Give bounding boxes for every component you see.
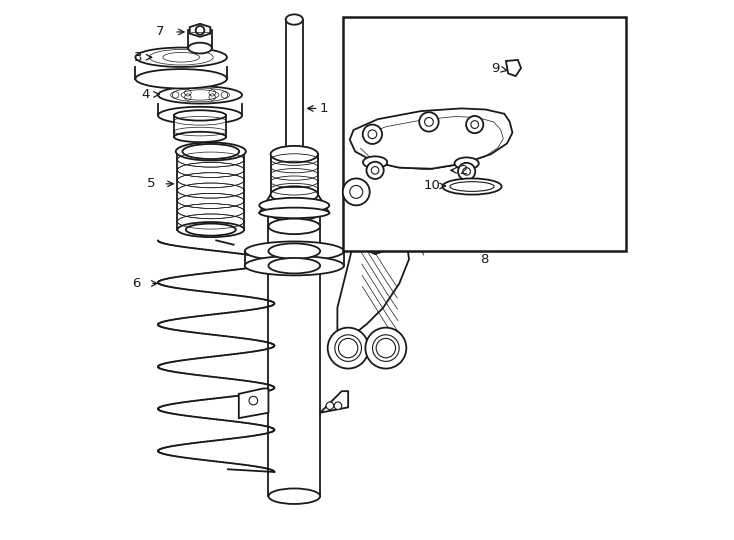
Circle shape	[363, 125, 382, 144]
Circle shape	[196, 26, 204, 35]
Circle shape	[327, 328, 368, 369]
Ellipse shape	[158, 107, 242, 124]
Ellipse shape	[443, 178, 501, 194]
Text: 1: 1	[320, 102, 328, 115]
Polygon shape	[350, 109, 512, 168]
Ellipse shape	[188, 43, 212, 53]
Circle shape	[334, 402, 342, 409]
Circle shape	[376, 220, 388, 233]
Ellipse shape	[269, 489, 320, 504]
Circle shape	[362, 159, 381, 178]
Circle shape	[466, 116, 484, 133]
Polygon shape	[239, 388, 269, 418]
Bar	[271, 154, 318, 194]
Ellipse shape	[135, 48, 227, 67]
Circle shape	[376, 339, 396, 358]
Ellipse shape	[174, 110, 226, 120]
Text: 2: 2	[459, 164, 468, 177]
Ellipse shape	[158, 86, 242, 104]
Ellipse shape	[269, 244, 320, 259]
Ellipse shape	[259, 198, 330, 213]
Circle shape	[366, 162, 384, 179]
Bar	[178, 152, 244, 230]
Ellipse shape	[175, 143, 246, 160]
Text: 9: 9	[491, 62, 499, 75]
Ellipse shape	[269, 205, 320, 221]
Ellipse shape	[135, 69, 227, 89]
Polygon shape	[320, 391, 348, 413]
Text: 10: 10	[424, 179, 440, 192]
Circle shape	[424, 118, 433, 126]
Ellipse shape	[186, 224, 236, 235]
Ellipse shape	[269, 258, 320, 273]
Circle shape	[338, 339, 358, 358]
Circle shape	[343, 178, 370, 205]
Circle shape	[373, 335, 399, 361]
Text: 5: 5	[148, 177, 156, 190]
Circle shape	[350, 185, 363, 198]
Circle shape	[463, 167, 470, 175]
Circle shape	[249, 396, 258, 405]
Text: 6: 6	[132, 277, 141, 290]
Ellipse shape	[259, 207, 330, 218]
Ellipse shape	[271, 186, 318, 203]
Bar	[286, 19, 303, 154]
Ellipse shape	[454, 158, 479, 169]
Circle shape	[437, 167, 446, 177]
Circle shape	[432, 163, 451, 181]
Text: 8: 8	[480, 253, 489, 266]
Circle shape	[367, 164, 376, 173]
Polygon shape	[190, 24, 211, 37]
Circle shape	[458, 163, 475, 180]
Circle shape	[470, 121, 479, 129]
Polygon shape	[506, 60, 521, 76]
Circle shape	[326, 402, 334, 409]
Circle shape	[335, 335, 361, 361]
Text: 4: 4	[141, 88, 149, 101]
Circle shape	[371, 166, 379, 174]
Ellipse shape	[286, 15, 303, 25]
Text: 3: 3	[134, 51, 142, 64]
Ellipse shape	[183, 144, 239, 159]
Ellipse shape	[244, 256, 344, 275]
Polygon shape	[356, 154, 451, 186]
Ellipse shape	[286, 149, 303, 159]
Ellipse shape	[244, 241, 344, 261]
Circle shape	[368, 130, 377, 139]
Bar	[343, 17, 625, 251]
Ellipse shape	[178, 222, 244, 237]
Polygon shape	[338, 178, 409, 340]
Circle shape	[419, 112, 439, 132]
Circle shape	[366, 328, 407, 369]
Text: 7: 7	[156, 25, 164, 38]
Ellipse shape	[450, 181, 494, 191]
Polygon shape	[354, 178, 424, 254]
Ellipse shape	[363, 157, 388, 168]
Bar	[269, 213, 320, 496]
Ellipse shape	[269, 219, 320, 234]
Ellipse shape	[174, 132, 226, 142]
Ellipse shape	[271, 146, 318, 163]
Bar	[174, 116, 226, 137]
